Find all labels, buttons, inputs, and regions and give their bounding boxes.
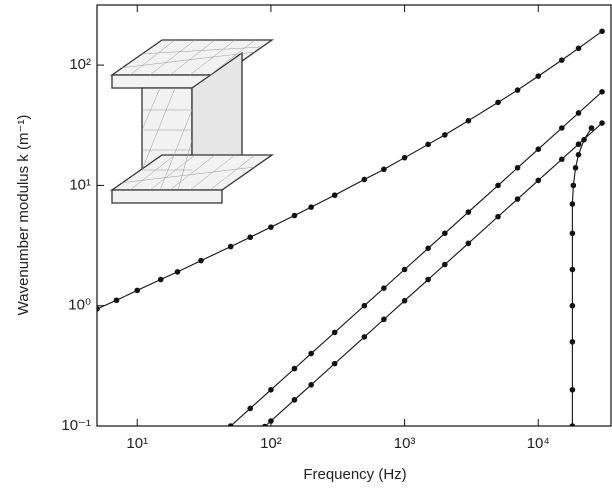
inset-bottom-edge [112, 190, 222, 203]
data-point [332, 330, 338, 336]
data-point [576, 45, 582, 51]
y-tick-label: 10¹ [69, 176, 91, 193]
data-point [425, 246, 431, 252]
data-point [442, 230, 448, 236]
x-tick-label: 10² [260, 435, 282, 452]
page: Frequency (Hz) Wavenumber modulus k (m⁻¹… [0, 0, 612, 490]
data-point [292, 366, 298, 372]
data-point [495, 100, 501, 106]
data-point [571, 183, 577, 189]
data-point [599, 120, 605, 126]
data-point [515, 196, 521, 202]
y-tick-label: 10⁻¹ [61, 417, 91, 434]
data-point [198, 258, 204, 264]
data-point [381, 317, 387, 323]
data-point [114, 297, 120, 303]
chart: Frequency (Hz) Wavenumber modulus k (m⁻¹… [0, 0, 612, 490]
data-point [381, 167, 387, 173]
y-tick-label: 10² [69, 56, 91, 73]
y-tick-label: 10⁰ [68, 297, 91, 314]
x-tick-label: 10¹ [126, 435, 148, 452]
data-point [570, 303, 576, 309]
data-point [228, 423, 234, 429]
data-point [576, 110, 582, 116]
data-point [228, 244, 234, 250]
data-point [247, 234, 253, 240]
data-point [362, 334, 368, 340]
data-point [570, 230, 576, 236]
data-point [570, 339, 576, 345]
data-point [589, 125, 595, 131]
y-axis-label: Wavenumber modulus k (m⁻¹) [15, 115, 32, 316]
data-point [570, 387, 576, 393]
data-point [466, 209, 472, 215]
data-point [268, 387, 274, 393]
data-point [535, 178, 541, 184]
x-tick-label: 10⁴ [527, 435, 550, 452]
data-point [535, 146, 541, 152]
data-point [425, 277, 431, 283]
data-point [308, 351, 314, 357]
data-point [308, 382, 314, 388]
data-point [576, 152, 582, 158]
data-point [495, 214, 501, 220]
data-point [134, 288, 140, 294]
inset-ibeam [112, 40, 272, 203]
data-point [402, 298, 408, 304]
data-point [559, 57, 565, 63]
series-line [265, 123, 602, 427]
data-point [425, 142, 431, 148]
data-point [581, 137, 587, 143]
data-point [381, 285, 387, 291]
data-point [362, 177, 368, 183]
series-line [572, 128, 591, 426]
x-axis-label: Frequency (Hz) [303, 466, 406, 483]
data-point [559, 156, 565, 162]
x-tick-label: 10³ [394, 435, 416, 452]
data-point [268, 224, 274, 230]
data-point [402, 267, 408, 273]
data-point [599, 89, 605, 95]
data-point [308, 204, 314, 210]
data-point [570, 423, 576, 429]
data-point [570, 267, 576, 273]
data-point [559, 125, 565, 131]
data-point [442, 262, 448, 268]
data-point [570, 201, 576, 207]
data-point [332, 361, 338, 367]
data-point [402, 155, 408, 161]
data-point [268, 418, 274, 424]
data-point [495, 183, 501, 189]
data-point [466, 241, 472, 247]
data-point [94, 306, 100, 312]
data-point [362, 303, 368, 309]
data-point [573, 165, 579, 171]
data-point [466, 118, 472, 124]
data-point [442, 132, 448, 138]
data-point [535, 73, 541, 79]
data-point [247, 406, 253, 412]
data-point [292, 397, 298, 403]
data-point [175, 269, 181, 275]
series-line [231, 92, 602, 426]
data-point [576, 141, 582, 147]
data-point [292, 213, 298, 219]
data-point [158, 277, 164, 283]
data-point [515, 165, 521, 171]
data-point [332, 192, 338, 198]
data-point [515, 87, 521, 93]
data-point [599, 29, 605, 35]
